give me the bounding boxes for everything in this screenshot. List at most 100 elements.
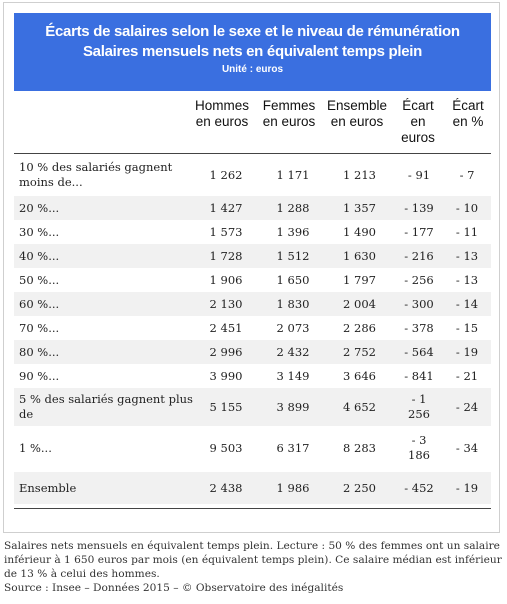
cell-ensemble: 1 490: [328, 220, 391, 244]
row-label: 90 %...: [19, 364, 197, 388]
cell-ecart-pct: - 19: [445, 340, 489, 364]
cell-ecart-euros: - 256: [401, 268, 437, 292]
table-row: 30 %... 1 573 1 396 1 490 - 177 - 11: [14, 220, 491, 244]
column-header-line: en %: [446, 114, 490, 130]
table-row: 60 %... 2 130 1 830 2 004 - 300 - 14: [14, 292, 491, 316]
column-header-line: en euros: [257, 114, 321, 130]
cell-ecart-euros: - 3 186: [401, 428, 437, 468]
cell-ensemble: 1 213: [328, 156, 391, 194]
cell-ecart-euros: - 216: [401, 244, 437, 268]
cell-ecart-euros: - 841: [401, 364, 437, 388]
cell-femmes: 1 650: [263, 268, 323, 292]
table-row: 1 %... 9 503 6 317 8 283 - 3 186 - 34: [14, 428, 491, 468]
cell-femmes: 1 986: [263, 472, 323, 504]
cell-ecart-euros: - 378: [401, 316, 437, 340]
row-label: 70 %...: [19, 316, 197, 340]
table-title: Écarts de salaires selon le sexe et le n…: [14, 22, 491, 42]
cell-hommes: 5 155: [197, 388, 255, 426]
row-label: 80 %...: [19, 340, 197, 364]
table-row: 40 %... 1 728 1 512 1 630 - 216 - 13: [14, 244, 491, 268]
header-divider: [14, 153, 491, 154]
cell-ensemble: 1 357: [328, 196, 391, 220]
table-row: 50 %... 1 906 1 650 1 797 - 256 - 13: [14, 268, 491, 292]
column-header-hommes: Hommes en euros: [190, 98, 254, 130]
cell-ecart-euros: - 1 256: [401, 388, 437, 426]
cell-hommes: 2 996: [197, 340, 255, 364]
table-header-banner: Écarts de salaires selon le sexe et le n…: [14, 13, 491, 91]
cell-ensemble: 2 752: [328, 340, 391, 364]
column-header-ecart-pct: Écart en %: [446, 98, 490, 130]
cell-ensemble: 1 630: [328, 244, 391, 268]
cell-ensemble: 3 646: [328, 364, 391, 388]
cell-ecart-pct: - 21: [445, 364, 489, 388]
column-header-line: Ensemble: [322, 98, 392, 114]
cell-ensemble: 2 004: [328, 292, 391, 316]
cell-femmes: 1 171: [263, 156, 323, 194]
cell-hommes: 2 451: [197, 316, 255, 340]
cell-hommes: 3 990: [197, 364, 255, 388]
table-unit: Unité : euros: [14, 62, 491, 78]
caption-text: Salaires nets mensuels en équivalent tem…: [4, 539, 504, 581]
cell-femmes: 1 396: [263, 220, 323, 244]
row-label: 30 %...: [19, 220, 197, 244]
column-header-line: en euros: [190, 114, 254, 130]
table-row: 70 %... 2 451 2 073 2 286 - 378 - 15: [14, 316, 491, 340]
table-row: 80 %... 2 996 2 432 2 752 - 564 - 19: [14, 340, 491, 364]
column-header-ensemble: Ensemble en euros: [322, 98, 392, 130]
cell-ensemble: 2 286: [328, 316, 391, 340]
table-subtitle: Salaires mensuels nets en équivalent tem…: [14, 42, 491, 62]
column-header-line: Hommes: [190, 98, 254, 114]
cell-femmes: 1 512: [263, 244, 323, 268]
cell-ecart-euros: - 139: [401, 196, 437, 220]
cell-hommes: 1 573: [197, 220, 255, 244]
table-row: 5 % des salariés gagnent plus de 5 155 3…: [14, 388, 491, 426]
cell-hommes: 9 503: [197, 428, 255, 468]
cell-ecart-pct: - 14: [445, 292, 489, 316]
cell-femmes: 2 432: [263, 340, 323, 364]
cell-ecart-euros: - 452: [401, 472, 437, 504]
cell-ecart-euros: - 300: [401, 292, 437, 316]
column-header-ecart-euros: Écart en euros: [396, 98, 440, 146]
column-header-line: euros: [396, 130, 440, 146]
cell-femmes: 6 317: [263, 428, 323, 468]
cell-femmes: 1 288: [263, 196, 323, 220]
cell-hommes: 1 262: [197, 156, 255, 194]
column-header-femmes: Femmes en euros: [257, 98, 321, 130]
cell-ecart-pct: - 13: [445, 244, 489, 268]
cell-ecart-pct: - 7: [445, 156, 489, 194]
cell-ecart-euros: - 564: [401, 340, 437, 364]
cell-ensemble: 4 652: [328, 388, 391, 426]
row-label: 20 %...: [19, 196, 197, 220]
cell-hommes: 1 906: [197, 268, 255, 292]
row-label: 40 %...: [19, 244, 197, 268]
table-row: 20 %... 1 427 1 288 1 357 - 139 - 10: [14, 196, 491, 220]
cell-ensemble: 1 797: [328, 268, 391, 292]
cell-ensemble: 8 283: [328, 428, 391, 468]
row-label: Ensemble: [19, 472, 197, 504]
cell-ecart-pct: - 13: [445, 268, 489, 292]
cell-ecart-euros: - 177: [401, 220, 437, 244]
cell-hommes: 1 728: [197, 244, 255, 268]
row-label: 60 %...: [19, 292, 197, 316]
column-header-line: en euros: [322, 114, 392, 130]
cell-ecart-pct: - 24: [445, 388, 489, 426]
column-header-line: Femmes: [257, 98, 321, 114]
cell-ecart-pct: - 15: [445, 316, 489, 340]
row-label: 1 %...: [19, 428, 197, 468]
cell-ecart-euros: - 91: [401, 156, 437, 194]
cell-ensemble: 2 250: [328, 472, 391, 504]
cell-femmes: 1 830: [263, 292, 323, 316]
cell-hommes: 2 438: [197, 472, 255, 504]
row-label: 50 %...: [19, 268, 197, 292]
cell-ecart-pct: - 11: [445, 220, 489, 244]
column-header-line: en: [396, 114, 440, 130]
table-caption: Salaires nets mensuels en équivalent tem…: [4, 539, 504, 595]
cell-ecart-pct: - 10: [445, 196, 489, 220]
row-label: 10 % des salariés gagnent moins de...: [19, 156, 197, 194]
column-header-line: Écart: [446, 98, 490, 114]
cell-ecart-pct: - 19: [445, 472, 489, 504]
cell-femmes: 3 149: [263, 364, 323, 388]
table-row: 10 % des salariés gagnent moins de... 1 …: [14, 156, 491, 194]
cell-femmes: 2 073: [263, 316, 323, 340]
footer-divider: [14, 508, 491, 509]
